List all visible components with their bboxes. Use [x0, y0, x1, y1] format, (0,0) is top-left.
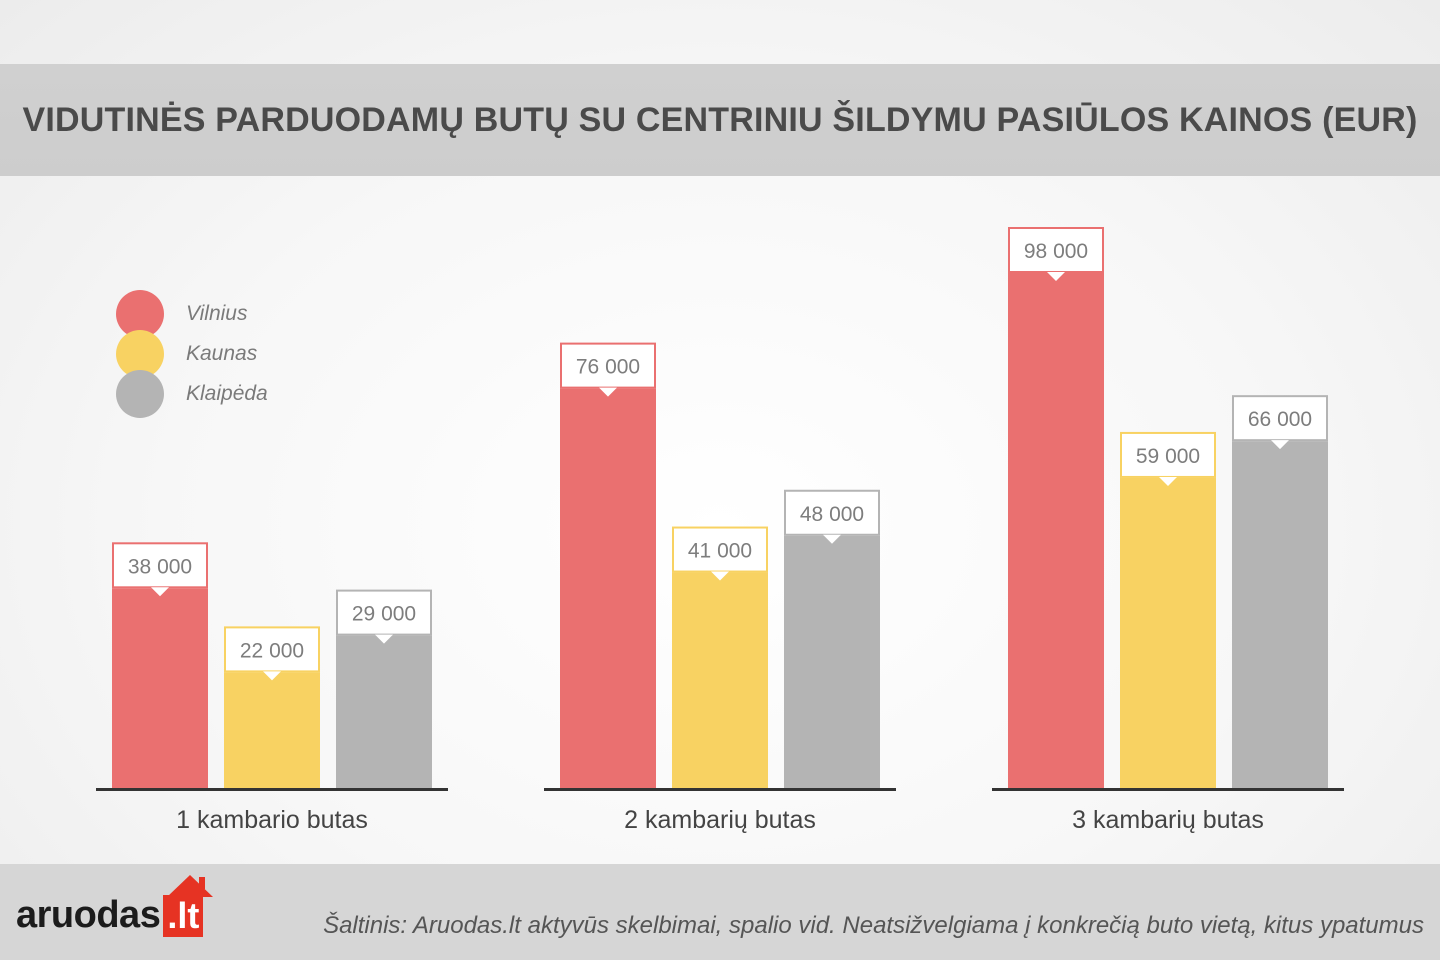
data-label: 41 000 — [688, 540, 752, 563]
data-label: 29 000 — [352, 603, 416, 626]
bar — [1120, 477, 1216, 788]
category-label: 3 kambarių butas — [1072, 806, 1264, 834]
bar — [560, 388, 656, 788]
source-note: Šaltinis: Aruodas.lt aktyvūs skelbimai, … — [323, 912, 1424, 939]
bar — [1232, 441, 1328, 788]
data-label-box — [1232, 395, 1328, 442]
data-label-pointer — [823, 534, 841, 544]
chart-title: VIDUTINĖS PARDUODAMŲ BUTŲ SU CENTRINIU Š… — [22, 100, 1418, 139]
bar — [112, 588, 208, 788]
category-label: 1 kambario butas — [176, 806, 368, 834]
data-label-pointer — [375, 634, 393, 644]
data-label-pointer — [1047, 272, 1065, 281]
data-label-box — [784, 489, 880, 536]
data-label: 38 000 — [128, 555, 192, 578]
data-label-box — [112, 542, 208, 589]
bar — [1008, 273, 1104, 788]
logo-text: aruodas — [16, 894, 161, 936]
data-label: 59 000 — [1136, 445, 1200, 468]
legend-item: Kaunas — [116, 330, 257, 378]
footer: aruodas .lt Šaltinis: Aruodas.lt aktyvūs… — [0, 864, 1440, 960]
logo-tld-text: .lt — [167, 895, 200, 936]
bar — [784, 535, 880, 788]
title-band: VIDUTINĖS PARDUODAMŲ BUTŲ SU CENTRINIU Š… — [0, 64, 1440, 176]
logo-tld: .lt — [163, 875, 214, 937]
data-label-box — [224, 626, 320, 673]
data-label-pointer — [263, 671, 281, 681]
data-label-pointer — [1271, 440, 1289, 450]
house-roof-icon — [167, 875, 214, 897]
legend-swatch — [116, 370, 164, 418]
data-label: 48 000 — [800, 503, 864, 526]
bar — [224, 672, 320, 788]
aruodas-logo[interactable]: aruodas .lt — [16, 875, 214, 937]
data-label-pointer — [1159, 476, 1177, 486]
data-label: 98 000 — [1024, 240, 1088, 263]
legend-label: Vilnius — [186, 302, 248, 325]
bar — [672, 572, 768, 788]
data-label-pointer — [599, 387, 617, 397]
data-label: 66 000 — [1248, 408, 1312, 431]
bar — [336, 635, 432, 788]
data-label: 76 000 — [576, 356, 640, 379]
legend-label: Kaunas — [186, 342, 258, 365]
legend-item: Klaipėda — [116, 370, 268, 418]
data-label-pointer — [151, 587, 169, 597]
category-label: 2 kambarių butas — [624, 806, 816, 834]
data-label: 22 000 — [240, 639, 304, 662]
legend-label: Klaipėda — [186, 382, 268, 405]
bar-chart: 1 kambario butas 38 000 22 000 29 000 2 kamb… — [96, 227, 1344, 834]
data-label-box — [560, 342, 656, 389]
data-label-pointer — [711, 571, 729, 581]
data-label-box — [1008, 227, 1104, 273]
